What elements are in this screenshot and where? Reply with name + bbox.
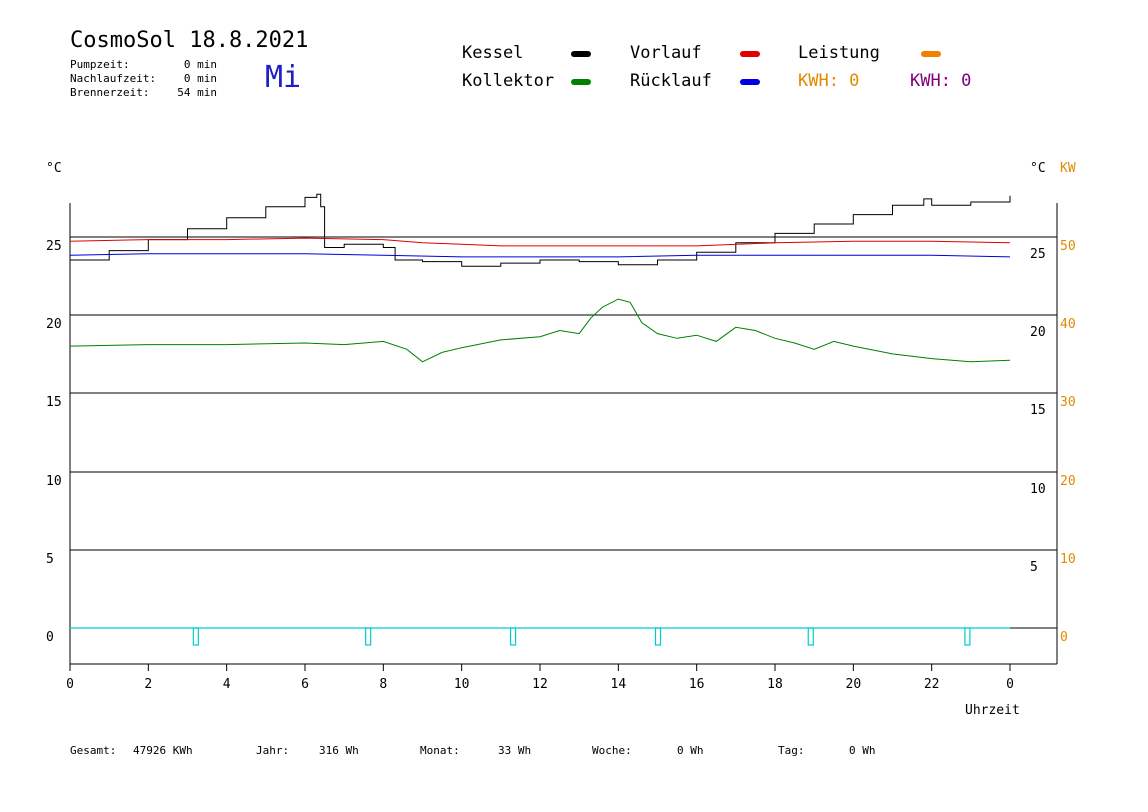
footer-monat-value: 33 Wh <box>498 744 532 757</box>
right-tick-label-kw: 40 <box>1060 317 1076 332</box>
footer-jahr-value: 316 Wh <box>319 744 359 757</box>
right-axis-unit-kw: KW <box>1060 161 1076 176</box>
series-line-kollektor <box>69 298 1011 363</box>
pump-pulse-marker <box>964 627 971 646</box>
right-tick-label-c: 15 <box>1030 403 1046 418</box>
pump-pulse-marker <box>654 627 662 646</box>
brennerzeit-value: 54 min <box>177 86 217 99</box>
pump-pulse-marker <box>807 627 814 646</box>
footer-woche-value: 0 Wh <box>677 744 704 757</box>
x-tick-label: 20 <box>846 677 862 692</box>
left-tick-label: 10 <box>46 474 62 489</box>
footer-tag-value: 0 Wh <box>849 744 876 757</box>
legend-leistung-swatch <box>921 51 941 57</box>
legend-leistung-label: Leistung <box>798 43 880 63</box>
footer-gesamt-label: Gesamt: <box>70 744 117 757</box>
right-tick-label-kw: 10 <box>1060 552 1076 567</box>
right-tick-label-c: 5 <box>1030 560 1038 575</box>
legend-vorlauf-swatch <box>740 51 760 57</box>
x-tick-label: 0 <box>1006 677 1014 692</box>
series-line-kessel <box>70 193 1011 267</box>
x-tick-label: 0 <box>66 677 74 692</box>
x-tick-label: 22 <box>924 677 940 692</box>
kwh-value-2: KWH: 0 <box>910 71 972 91</box>
left-tick-label: 5 <box>46 552 54 567</box>
weekday-label: Mi <box>265 60 302 95</box>
series-line-vorlauf <box>69 237 1011 247</box>
footer-gesamt-value: 47926 KWh <box>133 744 193 757</box>
right-tick-label-kw: 20 <box>1060 474 1076 489</box>
legend-ruecklauf-label: Rücklauf <box>630 71 712 91</box>
right-tick-label-c: 20 <box>1030 325 1046 340</box>
x-tick-label: 4 <box>223 677 231 692</box>
brennerzeit-label: Brennerzeit: <box>70 86 150 99</box>
pump-pulse-marker <box>365 627 372 646</box>
left-tick-label: 0 <box>46 630 54 645</box>
right-tick-label-kw: 0 <box>1060 630 1068 645</box>
pump-pulse-marker <box>192 627 199 646</box>
x-tick-label: 16 <box>689 677 705 692</box>
x-tick-label: 10 <box>454 677 470 692</box>
kwh-value-1: KWH: 0 <box>798 71 860 91</box>
pump-pulse-marker <box>509 627 517 646</box>
right-tick-label-c: 25 <box>1030 247 1046 262</box>
x-axis-label: Uhrzeit <box>965 703 1020 718</box>
series-group <box>69 193 1011 646</box>
series-line-rcklauf <box>69 253 1011 258</box>
legend-kessel-label: Kessel <box>462 43 524 63</box>
footer-monat-label: Monat: <box>420 744 460 757</box>
legend-vorlauf-label: Vorlauf <box>630 43 702 63</box>
left-tick-label: 15 <box>46 395 62 410</box>
legend-kollektor-swatch <box>571 79 591 85</box>
right-tick-label-kw: 50 <box>1060 239 1076 254</box>
x-ticks: 0 2 4 6 8 10 12 14 16 18 20 22 0 <box>66 664 1014 692</box>
pumpzeit-value: 0 min <box>183 58 217 71</box>
left-tick-label: 20 <box>46 317 62 332</box>
x-tick-label: 8 <box>379 677 387 692</box>
page-title: CosmoSol 18.8.2021 <box>70 28 309 53</box>
footer-woche-label: Woche: <box>592 744 632 757</box>
legend-kessel-swatch <box>571 51 591 57</box>
x-tick-label: 18 <box>767 677 783 692</box>
left-tick-label: 25 <box>46 239 62 254</box>
legend-ruecklauf-swatch <box>740 79 760 85</box>
x-tick-label: 2 <box>144 677 152 692</box>
legend-kollektor-label: Kollektor <box>462 71 555 91</box>
footer-tag-label: Tag: <box>778 744 805 757</box>
pumpzeit-label: Pumpzeit: <box>70 58 130 71</box>
right-tick-label-c: 10 <box>1030 482 1046 497</box>
right-axis-unit-c: °C <box>1030 161 1046 176</box>
left-axis-unit: °C <box>46 161 62 176</box>
x-tick-label: 14 <box>611 677 627 692</box>
right-tick-label-kw: 30 <box>1060 395 1076 410</box>
x-tick-label: 12 <box>532 677 548 692</box>
footer-jahr-label: Jahr: <box>256 744 290 757</box>
nachlaufzeit-label: Nachlaufzeit: <box>70 72 157 85</box>
x-tick-label: 6 <box>301 677 309 692</box>
nachlaufzeit-value: 0 min <box>183 72 217 85</box>
